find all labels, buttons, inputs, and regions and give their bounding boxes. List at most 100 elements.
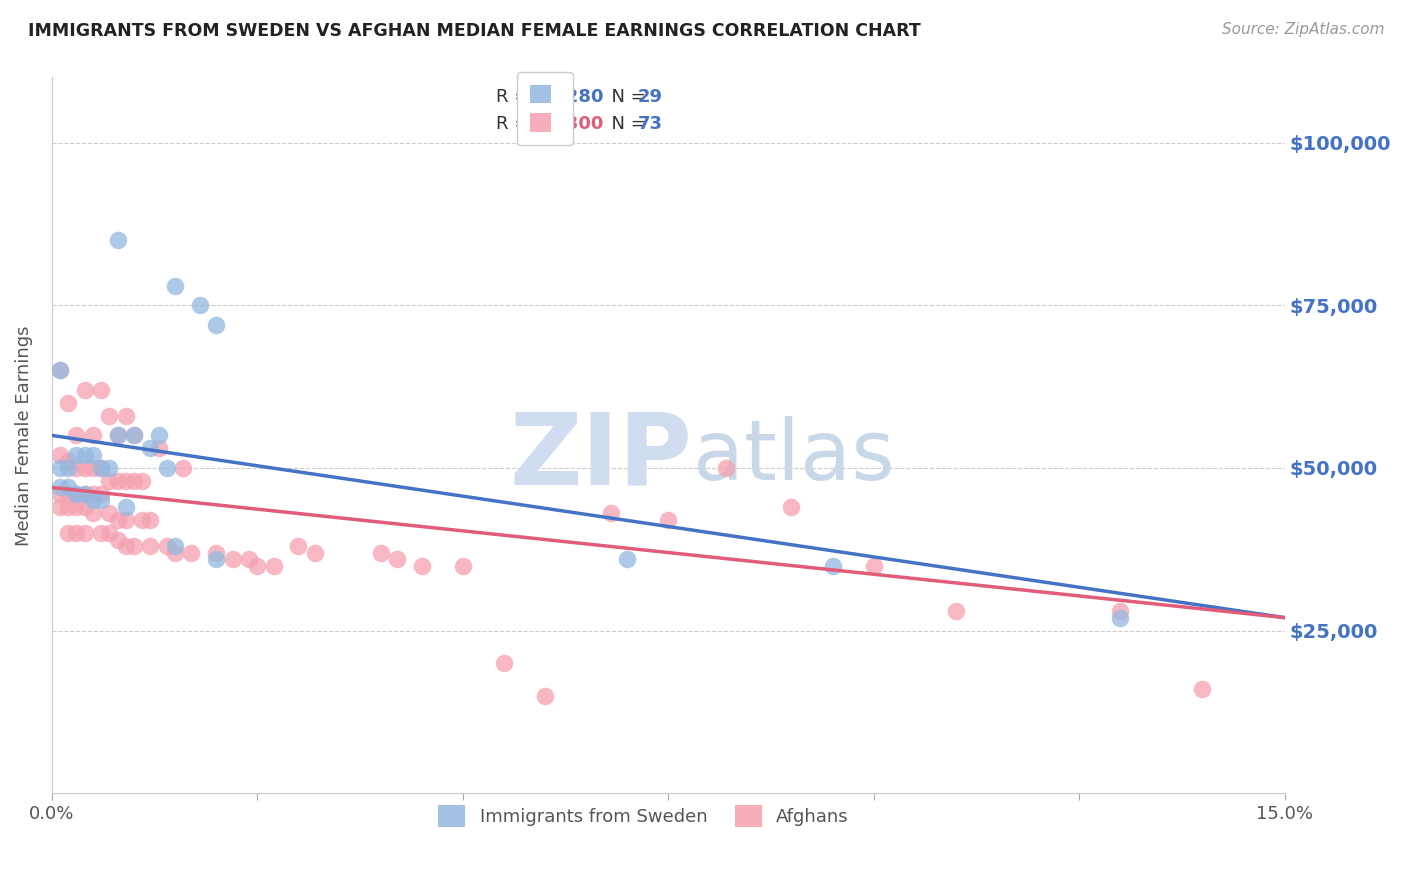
Point <box>65 500 87 514</box>
Point <box>49 480 72 494</box>
Point <box>156 461 179 475</box>
Point <box>534 689 557 703</box>
Point <box>114 513 136 527</box>
Point <box>205 545 228 559</box>
Point <box>246 558 269 573</box>
Text: 29: 29 <box>637 88 662 106</box>
Point <box>82 448 104 462</box>
Point <box>90 526 112 541</box>
Text: -0.280: -0.280 <box>538 88 603 106</box>
Point <box>139 513 162 527</box>
Point <box>139 539 162 553</box>
Point <box>65 487 87 501</box>
Point <box>114 409 136 423</box>
Point <box>821 558 844 573</box>
Point <box>49 500 72 514</box>
Point <box>163 545 186 559</box>
Point <box>107 513 129 527</box>
Point <box>107 428 129 442</box>
Point <box>82 493 104 508</box>
Point <box>73 487 96 501</box>
Point <box>148 442 170 456</box>
Point <box>73 383 96 397</box>
Point <box>56 396 79 410</box>
Point <box>82 461 104 475</box>
Y-axis label: Median Female Earnings: Median Female Earnings <box>15 326 32 546</box>
Point <box>238 552 260 566</box>
Point <box>385 552 408 566</box>
Point <box>73 487 96 501</box>
Text: N =: N = <box>600 115 652 133</box>
Point <box>188 298 211 312</box>
Legend: Immigrants from Sweden, Afghans: Immigrants from Sweden, Afghans <box>432 798 856 834</box>
Point <box>56 526 79 541</box>
Point <box>56 480 79 494</box>
Point <box>82 428 104 442</box>
Text: ZIP: ZIP <box>510 409 693 506</box>
Text: N =: N = <box>600 88 652 106</box>
Point <box>98 474 121 488</box>
Point <box>287 539 309 553</box>
Point <box>73 500 96 514</box>
Point <box>49 363 72 377</box>
Point <box>82 487 104 501</box>
Point <box>122 428 145 442</box>
Point <box>107 533 129 547</box>
Point <box>65 487 87 501</box>
Point <box>90 493 112 508</box>
Text: Source: ZipAtlas.com: Source: ZipAtlas.com <box>1222 22 1385 37</box>
Point <box>172 461 194 475</box>
Point <box>599 507 621 521</box>
Point <box>205 552 228 566</box>
Point <box>156 539 179 553</box>
Point <box>1109 610 1132 624</box>
Point <box>139 442 162 456</box>
Point <box>221 552 243 566</box>
Point <box>98 461 121 475</box>
Point <box>862 558 884 573</box>
Point <box>114 474 136 488</box>
Point <box>492 656 515 670</box>
Point <box>65 448 87 462</box>
Point <box>90 487 112 501</box>
Point <box>370 545 392 559</box>
Text: R =: R = <box>495 115 534 133</box>
Point <box>163 539 186 553</box>
Point <box>1109 604 1132 618</box>
Point <box>163 278 186 293</box>
Point <box>114 500 136 514</box>
Point <box>65 461 87 475</box>
Point <box>122 539 145 553</box>
Text: atlas: atlas <box>693 417 894 498</box>
Point <box>98 507 121 521</box>
Point <box>90 461 112 475</box>
Point <box>107 428 129 442</box>
Text: IMMIGRANTS FROM SWEDEN VS AFGHAN MEDIAN FEMALE EARNINGS CORRELATION CHART: IMMIGRANTS FROM SWEDEN VS AFGHAN MEDIAN … <box>28 22 921 40</box>
Point <box>107 233 129 247</box>
Point <box>657 513 679 527</box>
Point <box>411 558 433 573</box>
Point <box>98 526 121 541</box>
Point <box>304 545 326 559</box>
Point <box>131 474 153 488</box>
Point <box>451 558 474 573</box>
Point <box>65 428 87 442</box>
Point <box>148 428 170 442</box>
Point <box>56 487 79 501</box>
Point <box>945 604 967 618</box>
Point <box>56 500 79 514</box>
Point <box>98 409 121 423</box>
Point <box>65 526 87 541</box>
Point <box>49 448 72 462</box>
Point <box>616 552 638 566</box>
Point <box>180 545 202 559</box>
Text: 73: 73 <box>637 115 662 133</box>
Text: R =: R = <box>495 88 534 106</box>
Point <box>56 454 79 468</box>
Point <box>82 507 104 521</box>
Point <box>1191 682 1213 697</box>
Point <box>131 513 153 527</box>
Point <box>780 500 803 514</box>
Point <box>122 428 145 442</box>
Point <box>90 383 112 397</box>
